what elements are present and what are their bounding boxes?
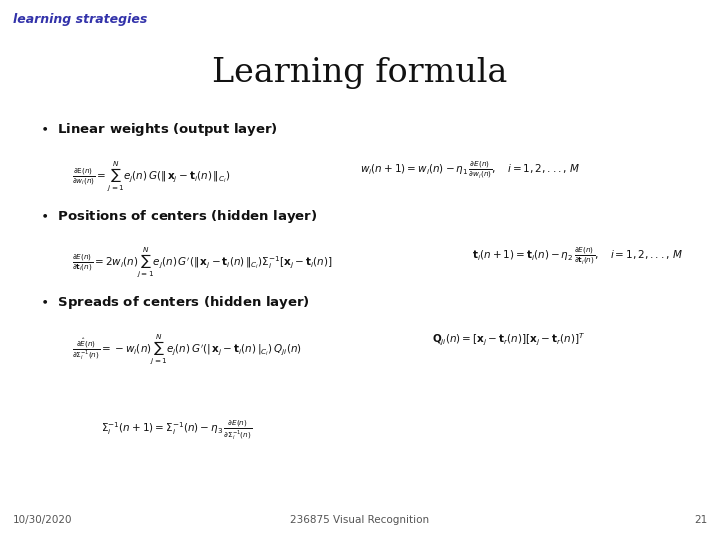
Text: 10/30/2020: 10/30/2020 <box>13 515 73 525</box>
Text: 236875 Visual Recognition: 236875 Visual Recognition <box>290 515 430 525</box>
Text: $\bullet$  Linear weights (output layer): $\bullet$ Linear weights (output layer) <box>40 122 278 138</box>
Text: $\bullet$  Positions of centers (hidden layer): $\bullet$ Positions of centers (hidden l… <box>40 208 317 225</box>
Text: learning strategies: learning strategies <box>13 14 148 26</box>
Text: $\frac{\partial E(n)}{\partial \mathbf{t}_i(n)} = 2w_i(n)\sum_{j=1}^{N} e_j(n)\,: $\frac{\partial E(n)}{\partial \mathbf{t… <box>72 246 333 279</box>
Text: Learning formula: Learning formula <box>212 57 508 89</box>
Text: $\mathbf{t}_i(n+1) = \mathbf{t}_i(n) - \eta_2\,\frac{\partial E(n)}{\partial \ma: $\mathbf{t}_i(n+1) = \mathbf{t}_i(n) - \… <box>472 246 683 267</box>
Text: $\mathbf{Q}_{ji}(n) = [\mathbf{x}_j - \mathbf{t}_r(n)][\mathbf{x}_j - \mathbf{t}: $\mathbf{Q}_{ji}(n) = [\mathbf{x}_j - \m… <box>432 332 585 348</box>
Text: 21: 21 <box>694 515 707 525</box>
Text: $\frac{\partial \mathrm{E}(n)}{\partial w_i(n)} = \sum_{j=1}^{N} e_j(n)\,G(\|\,\: $\frac{\partial \mathrm{E}(n)}{\partial … <box>72 159 230 193</box>
Text: $w_i(n+1) = w_i(n) - \eta_1\,\frac{\partial E(n)}{\partial w_i(n)},\quad i = 1,2: $w_i(n+1) = w_i(n) - \eta_1\,\frac{\part… <box>360 159 580 181</box>
Text: $\Sigma_i^{-1}(n+1) = \Sigma_i^{-1}(n) - \eta_3\,\frac{\partial E(n)}{\partial \: $\Sigma_i^{-1}(n+1) = \Sigma_i^{-1}(n) -… <box>101 418 252 442</box>
Text: $\bullet$  Spreads of centers (hidden layer): $\bullet$ Spreads of centers (hidden lay… <box>40 294 310 311</box>
Text: $\frac{\partial \hat{E}(n)}{\partial \Sigma_i^{-1}(n)} = -w_i(n)\sum_{j=1}^{N} e: $\frac{\partial \hat{E}(n)}{\partial \Si… <box>72 332 302 366</box>
